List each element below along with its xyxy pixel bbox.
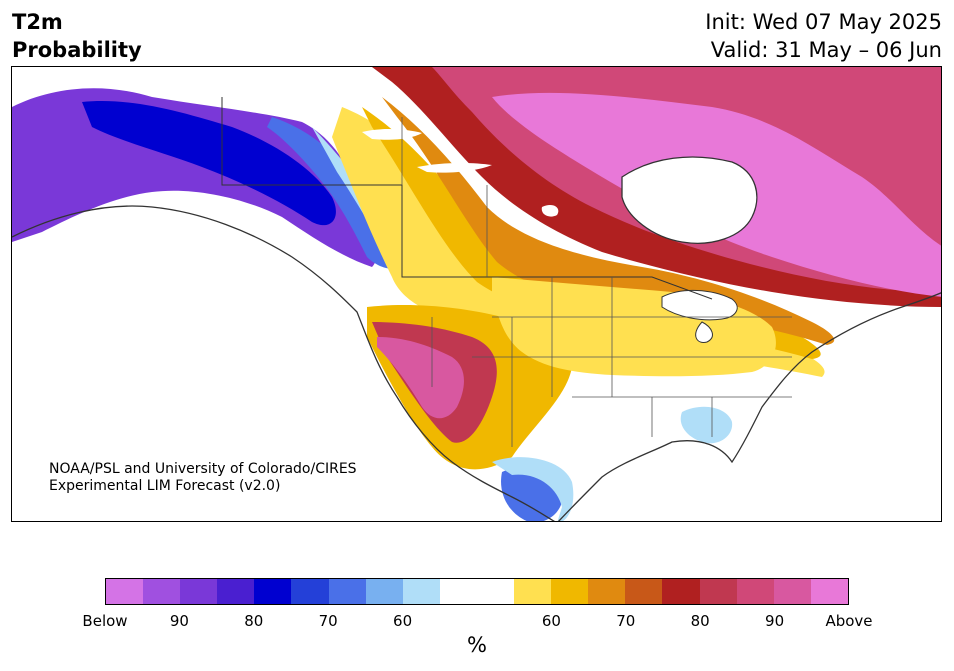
colorbar-segment	[625, 579, 663, 604]
colorbar-tick-label: 70	[616, 612, 636, 630]
colorbar-segment	[699, 579, 737, 604]
colorbar-tick-label: Below	[82, 612, 128, 630]
colorbar-segment	[217, 579, 255, 604]
colorbar-tick-label: 80	[244, 612, 264, 630]
init-date: Init: Wed 07 May 2025	[705, 10, 942, 34]
colorbar-segment	[662, 579, 700, 604]
colorbar-segment	[810, 579, 848, 604]
colorbar-segment	[588, 579, 626, 604]
credit-line-2: Experimental LIM Forecast (v2.0)	[49, 478, 281, 494]
colorbar-unit: %	[467, 633, 487, 657]
colorbar-segment	[476, 579, 515, 604]
above-southwest-core	[377, 337, 464, 419]
colorbar-segment	[180, 579, 218, 604]
below-southeast-patch	[680, 406, 733, 444]
variable-label: T2m	[12, 10, 63, 34]
colorbar-segment	[143, 579, 181, 604]
colorbar	[105, 578, 849, 605]
hudson-bay	[621, 156, 758, 244]
valid-date: Valid: 31 May – 06 Jun	[710, 38, 942, 62]
colorbar-segment	[551, 579, 589, 604]
colorbar-segment	[106, 579, 144, 604]
credit-text: NOAA/PSL and University of Colorado/CIRE…	[49, 461, 357, 495]
colorbar-segment	[439, 579, 477, 604]
colorbar-segment	[736, 579, 774, 604]
probability-map	[12, 67, 941, 521]
forecast-dates: Init: Wed 07 May 2025 Valid: 31 May – 06…	[705, 8, 942, 64]
colorbar-tick-label: 60	[393, 612, 413, 630]
map-title: T2m Probability	[12, 8, 142, 64]
colorbar-ticks: Below 90 80 70 60 60 70 80 90 Above	[0, 612, 954, 632]
colorbar-tick-label: 90	[765, 612, 785, 630]
colorbar-segment	[773, 579, 811, 604]
product-label: Probability	[12, 38, 142, 62]
colorbar-segment	[254, 579, 292, 604]
map-panel	[11, 66, 942, 522]
us-canada-border	[221, 97, 713, 300]
colorbar-tick-label: 60	[541, 612, 561, 630]
colorbar-tick-label: Above	[825, 612, 873, 630]
colorbar-segment	[328, 579, 366, 604]
colorbar-segment	[365, 579, 403, 604]
colorbar-tick-label: 80	[690, 612, 710, 630]
province-state-borders	[401, 117, 792, 447]
below-edge-bc	[267, 117, 402, 269]
colorbar-segment	[291, 579, 329, 604]
below-mexico-fringe	[492, 457, 574, 521]
colorbar-segment	[402, 579, 440, 604]
colorbar-segment	[514, 579, 552, 604]
below-core-alaska	[82, 101, 336, 226]
colorbar-tick-label: 70	[318, 612, 338, 630]
coastline	[12, 205, 941, 521]
credit-line-1: NOAA/PSL and University of Colorado/CIRE…	[49, 461, 357, 477]
colorbar-tick-label: 90	[169, 612, 189, 630]
canada-lakes	[362, 129, 559, 217]
